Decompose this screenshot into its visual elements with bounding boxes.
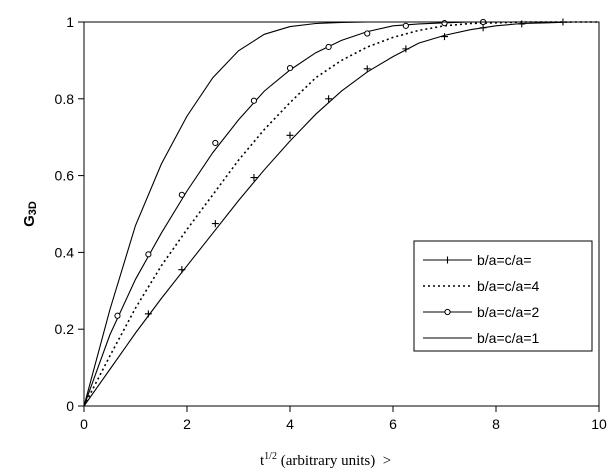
data-point [211, 220, 219, 228]
series-dotted [83, 21, 599, 407]
data-point [178, 266, 186, 274]
data-point [364, 30, 371, 37]
data-point [178, 191, 185, 198]
series-line [83, 21, 599, 407]
data-point [145, 251, 152, 258]
y-tick-label: 0.8 [55, 91, 75, 107]
x-tick-label: 10 [591, 416, 607, 432]
data-point [212, 139, 219, 147]
x-tick-label: 6 [389, 416, 397, 432]
y-axis-label-main: G [21, 215, 38, 227]
legend-label: b/a=c/a=2 [477, 304, 539, 320]
y-axis-label-sub: 3D [27, 201, 39, 215]
legend-label: b/a=c/a=1 [477, 330, 539, 346]
legend: b/a=c/a= b/a=c/a=4 b/a=c/a=2 b/a=c/a=1 [413, 240, 593, 352]
data-point [441, 20, 448, 27]
data-point [479, 24, 487, 32]
data-point [114, 312, 121, 319]
data-point [402, 22, 409, 29]
data-point [250, 97, 258, 104]
y-tick-label: 0.4 [55, 244, 75, 260]
data-point [250, 174, 258, 182]
legend-label: b/a=c/a=4 [477, 278, 539, 294]
x-axis-label-sup: 1/2 [264, 451, 277, 462]
legend-item: b/a=c/a=4 [423, 278, 539, 294]
x-axis-label: t1/2 (arbitrary units) > [260, 451, 391, 469]
y-tick-label: 0.2 [55, 321, 75, 337]
data-point [325, 95, 333, 103]
data-point [286, 64, 294, 72]
x-tick-label: 8 [492, 416, 500, 432]
y-tick-label: 0 [66, 398, 74, 414]
series-solid [83, 21, 599, 407]
x-axis: 0 2 4 6 8 10 [80, 406, 607, 432]
data-point [144, 310, 152, 318]
x-tick-label: 2 [183, 416, 191, 432]
legend-label: b/a=c/a= [477, 252, 532, 268]
x-tick-label: 0 [80, 416, 88, 432]
legend-marker [444, 256, 451, 264]
series-plus-markers [83, 18, 599, 407]
data-point [325, 43, 332, 51]
legend-marker [444, 308, 451, 316]
series-line [83, 21, 599, 407]
series-group [83, 18, 599, 407]
y-tick-label: 1 [66, 14, 74, 30]
y-axis: 0 0.2 0.4 0.6 0.8 1 [55, 14, 84, 414]
legend-box [413, 240, 593, 352]
legend-item: b/a=c/a=1 [423, 330, 539, 346]
x-tick-label: 4 [286, 416, 294, 432]
x-axis-label-suffix: (arbitrary units) > [277, 453, 391, 469]
data-point [402, 45, 410, 53]
y-axis-label: G3D [21, 201, 39, 227]
series-line [83, 21, 599, 407]
data-point [363, 65, 371, 73]
legend-item: b/a=c/a=2 [423, 304, 539, 320]
x-axis-label-main: t [260, 453, 265, 469]
y-tick-label: 0.6 [55, 168, 75, 184]
data-point [441, 33, 448, 41]
legend-item: b/a=c/a= [423, 252, 532, 268]
data-point [286, 131, 294, 139]
